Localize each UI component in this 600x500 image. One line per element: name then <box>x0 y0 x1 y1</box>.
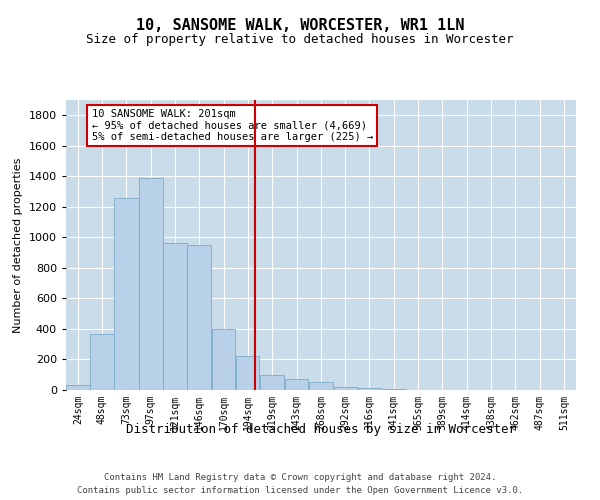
Text: 10 SANSOME WALK: 201sqm
← 95% of detached houses are smaller (4,669)
5% of semi-: 10 SANSOME WALK: 201sqm ← 95% of detache… <box>91 108 373 142</box>
Text: Contains HM Land Registry data © Crown copyright and database right 2024.: Contains HM Land Registry data © Crown c… <box>104 472 496 482</box>
Text: 10, SANSOME WALK, WORCESTER, WR1 1LN: 10, SANSOME WALK, WORCESTER, WR1 1LN <box>136 18 464 32</box>
Bar <box>358 388 381 390</box>
Bar <box>382 389 406 390</box>
Text: Contains public sector information licensed under the Open Government Licence v3: Contains public sector information licen… <box>77 486 523 495</box>
Text: Size of property relative to detached houses in Worcester: Size of property relative to detached ho… <box>86 32 514 46</box>
Bar <box>90 334 113 390</box>
Bar <box>114 198 139 390</box>
Text: Distribution of detached houses by size in Worcester: Distribution of detached houses by size … <box>126 422 516 436</box>
Bar <box>212 329 235 390</box>
Y-axis label: Number of detached properties: Number of detached properties <box>13 158 23 332</box>
Bar <box>66 386 90 390</box>
Bar <box>139 178 163 390</box>
Bar <box>260 374 284 390</box>
Bar <box>285 378 308 390</box>
Bar <box>309 382 333 390</box>
Bar <box>334 387 357 390</box>
Bar <box>187 245 211 390</box>
Bar <box>236 356 259 390</box>
Bar <box>163 244 187 390</box>
